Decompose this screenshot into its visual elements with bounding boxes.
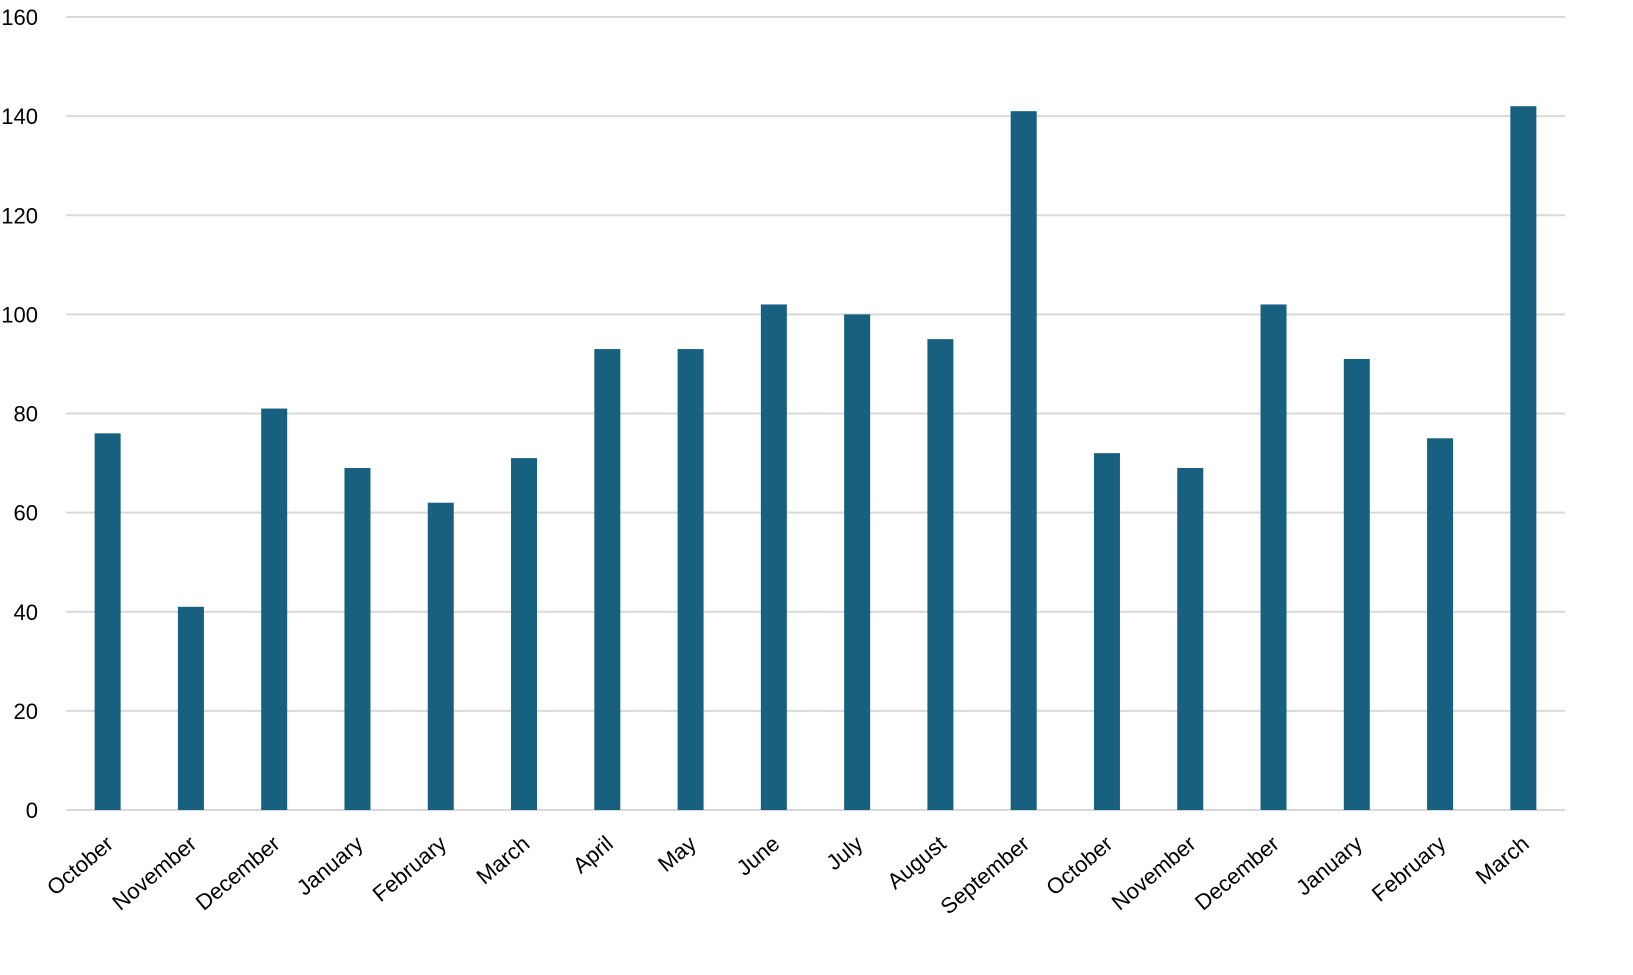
x-tick-label: October	[1041, 831, 1117, 900]
x-tick-label: July	[821, 831, 867, 875]
x-tick-label: March	[471, 831, 534, 889]
bar	[1010, 111, 1037, 810]
bar	[1093, 453, 1120, 810]
bar	[677, 349, 704, 810]
bar	[511, 458, 538, 810]
y-tick-label: 80	[14, 402, 38, 427]
y-tick-label: 0	[26, 798, 38, 823]
y-tick-label: 100	[1, 302, 38, 327]
bar	[1427, 438, 1454, 810]
bar	[344, 468, 371, 810]
x-tick-label: May	[653, 831, 701, 877]
bar	[1260, 304, 1287, 810]
x-tick-label: January	[292, 831, 368, 900]
bar	[844, 314, 871, 810]
y-tick-label: 140	[1, 104, 38, 129]
y-tick-label: 20	[14, 699, 38, 724]
x-tick-label: February	[368, 831, 452, 907]
y-axis-ticks: 0 20 40 60 80 100 120 140 160	[1, 5, 38, 823]
bar	[1177, 468, 1204, 810]
y-tick-label: 160	[1, 5, 38, 30]
y-tick-label: 120	[1, 203, 38, 228]
y-tick-label: 60	[14, 501, 38, 526]
x-tick-label: October	[42, 831, 118, 900]
x-tick-label: March	[1471, 831, 1534, 889]
bar	[427, 502, 454, 810]
x-tick-label: August	[882, 831, 951, 894]
bar	[261, 408, 288, 810]
bar	[760, 304, 787, 810]
bars	[94, 106, 1537, 810]
x-tick-label: November	[1107, 831, 1201, 915]
x-tick-label: June	[732, 831, 785, 881]
x-tick-label: April	[568, 831, 618, 878]
x-tick-label: November	[107, 831, 201, 915]
x-tick-label: January	[1291, 831, 1367, 900]
x-tick-label: December	[1190, 831, 1284, 915]
bar	[94, 433, 121, 810]
gridlines	[66, 16, 1565, 811]
y-tick-label: 40	[14, 600, 38, 625]
x-tick-label: February	[1367, 831, 1451, 907]
bar	[177, 606, 204, 810]
x-tick-label: September	[936, 831, 1035, 919]
x-tick-label: December	[191, 831, 285, 915]
bar	[1343, 358, 1370, 810]
bar	[927, 339, 954, 810]
bar	[1510, 106, 1537, 810]
bar	[594, 349, 621, 810]
